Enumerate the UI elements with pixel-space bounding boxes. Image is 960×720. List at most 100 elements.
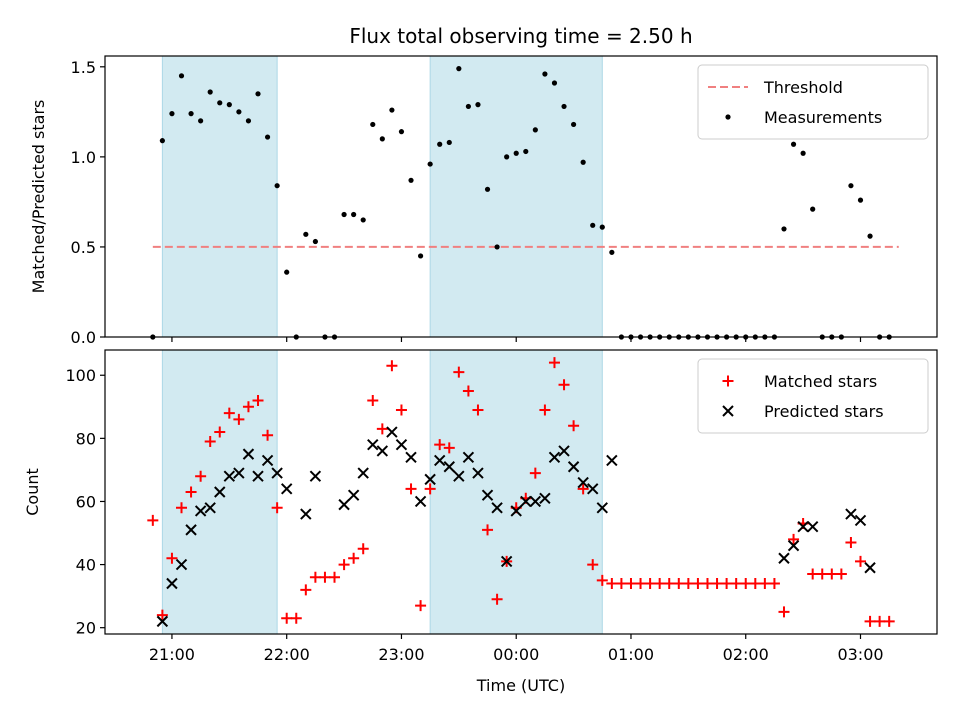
matched-stars-point	[195, 470, 207, 482]
observing-shade-layer	[161, 55, 603, 338]
measurements-point	[551, 80, 558, 86]
matched-stars-point	[845, 536, 857, 548]
measurements-point	[188, 111, 194, 117]
predicted-stars-point	[252, 470, 264, 482]
counts-layer	[147, 357, 895, 628]
measurements-point	[561, 103, 567, 110]
x-tick-label: 21:00	[149, 645, 195, 664]
measurements-point	[599, 224, 605, 230]
ratio-y-axis-label: Matched/Predicted stars	[29, 100, 48, 294]
y-tick-label: 60	[76, 492, 96, 511]
matched-stars-point	[644, 578, 656, 590]
matched-stars-point	[462, 385, 474, 397]
matched-stars-point	[415, 600, 427, 612]
matched-stars-point	[663, 578, 675, 590]
matched-stars-point	[826, 568, 838, 580]
matched-stars-point	[740, 578, 752, 590]
legend-item-threshold: Threshold	[708, 78, 843, 97]
matched-stars-point	[864, 615, 876, 627]
matched-stars-point	[223, 407, 235, 419]
matched-stars-point	[357, 543, 369, 555]
measurements-point	[800, 150, 806, 156]
matched-stars-point	[768, 578, 780, 590]
count-panel: 20 40 60 80 100 21:00 22:00 23:00 00:00 01:00 02:0…	[23, 349, 938, 664]
matched-stars-point	[424, 483, 436, 495]
matched-stars-point	[262, 429, 274, 441]
matched-stars-point	[587, 559, 599, 571]
matched-stars-point	[367, 394, 379, 406]
matched-stars-point	[156, 609, 168, 621]
legend-item-measurements: Measurements	[725, 108, 882, 127]
predicted-stars-point	[587, 483, 599, 495]
predicted-stars-point	[280, 483, 293, 495]
y-tick-label: 40	[76, 556, 96, 575]
matched-stars-point	[386, 360, 398, 372]
measurements-point	[570, 121, 577, 128]
measurements-point	[226, 102, 232, 108]
measurements-point	[370, 121, 376, 128]
matched-stars-point	[596, 574, 608, 586]
predicted-stars-point	[539, 492, 551, 505]
measurements-point	[341, 211, 347, 218]
matched-stars-point	[874, 615, 886, 627]
predicted-stars-point	[845, 508, 857, 520]
measurements-point	[484, 186, 491, 192]
predicted-stars-point	[491, 502, 503, 514]
matched-stars-point	[883, 615, 895, 627]
matched-stars-point	[730, 578, 742, 590]
matched-stars-point	[329, 571, 341, 583]
measurements-point	[312, 238, 318, 245]
matched-stars-point	[348, 552, 360, 564]
matched-stars-point	[711, 578, 723, 590]
matched-stars-point	[214, 426, 226, 438]
y-tick-label: 80	[76, 429, 96, 448]
series-predicted-stars	[156, 426, 876, 628]
matched-stars-point	[816, 568, 828, 580]
matched-stars-point	[338, 559, 350, 571]
x-tick-label: 00:00	[493, 645, 539, 664]
matched-stars-point	[835, 568, 847, 580]
matched-stars-point	[252, 394, 264, 406]
measurements-point	[217, 100, 223, 106]
series-matched-stars	[147, 357, 895, 627]
predicted-stars-point	[300, 508, 312, 520]
predicted-stars-point	[577, 476, 589, 489]
measurements-point	[465, 103, 472, 110]
legend-label: Predicted stars	[764, 402, 884, 421]
ratio-legend: Threshold Measurements	[697, 64, 929, 140]
matched-stars-point	[472, 404, 484, 416]
plot-frame	[104, 55, 938, 338]
matched-stars-point	[482, 524, 494, 536]
matched-stars-point	[625, 578, 637, 590]
chart-title: Flux total observing time = 2.50 h	[349, 24, 692, 48]
matched-stars-point	[319, 571, 331, 583]
y-tick-label: 20	[76, 619, 96, 638]
count-legend: Matched stars Predicted stars	[697, 358, 929, 434]
matched-stars-point	[166, 552, 178, 564]
matched-stars-point	[682, 578, 694, 590]
matched-stars-point	[176, 502, 188, 514]
matched-stars-point	[271, 502, 283, 514]
matched-stars-point	[654, 578, 666, 590]
predicted-stars-point	[414, 495, 427, 508]
predicted-stars-point	[386, 426, 398, 438]
matched-stars-point	[778, 606, 790, 618]
measurements-point	[303, 231, 309, 237]
x-tick-label: 02:00	[723, 645, 769, 664]
x-tick-label: 22:00	[264, 645, 310, 664]
predicted-stars-point	[204, 502, 216, 514]
matched-stars-point	[759, 578, 771, 590]
matched-stars-point	[233, 413, 245, 425]
matched-stars-point	[558, 379, 570, 391]
x-tick-label: 23:00	[378, 645, 424, 664]
observing-shade-layer	[161, 349, 603, 635]
matched-stars-point	[854, 555, 866, 567]
matched-stars-point	[788, 533, 800, 545]
predicted-stars-point	[338, 498, 350, 511]
predicted-stars-point	[481, 489, 494, 501]
legend-label: Matched stars	[764, 372, 877, 391]
matched-stars-point	[309, 571, 321, 583]
legend-swatch	[725, 114, 731, 120]
predicted-stars-point	[405, 451, 417, 463]
matched-stars-point	[615, 578, 627, 590]
